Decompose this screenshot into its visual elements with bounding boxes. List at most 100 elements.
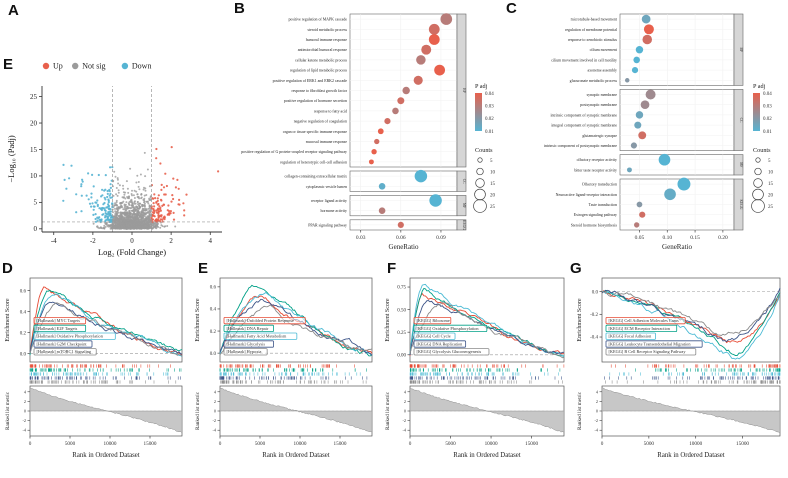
svg-text:4: 4	[24, 389, 27, 394]
svg-text:5: 5	[34, 199, 38, 207]
svg-text:Enrichment Score: Enrichment Score	[5, 298, 11, 341]
svg-text:Down: Down	[132, 62, 152, 71]
svg-text:5: 5	[768, 159, 771, 164]
svg-text:[KEGG] Focal Adhesion: [KEGG] Focal Adhesion	[609, 334, 653, 339]
svg-text:[Hallmark] mTORC1 Signaling: [Hallmark] mTORC1 Signaling	[37, 349, 92, 354]
svg-text:0.0: 0.0	[592, 290, 599, 295]
svg-text:-0.2: -0.2	[590, 313, 598, 318]
volcano-legend-swatch	[72, 62, 79, 70]
svg-text:[KEGG] Cell Cycle: [KEGG] Cell Cycle	[417, 334, 451, 339]
svg-text:MF: MF	[739, 162, 743, 167]
panel-label-c: C	[506, 0, 517, 17]
svg-text:glucuronate metabolic process: glucuronate metabolic process	[570, 79, 618, 83]
svg-text:-2: -2	[595, 418, 599, 423]
svg-text:10000: 10000	[294, 441, 307, 447]
svg-text:glutamatergic synapse: glutamatergic synapse	[582, 134, 617, 138]
svg-text:positive regulation of G prote: positive regulation of G protein-coupled…	[241, 150, 347, 154]
volcano-legend-swatch	[42, 62, 50, 70]
svg-text:2: 2	[404, 399, 406, 404]
svg-text:0.6: 0.6	[210, 286, 217, 291]
svg-text:10: 10	[490, 170, 496, 175]
svg-text:0.20: 0.20	[718, 235, 728, 241]
svg-text:5: 5	[490, 159, 493, 164]
svg-text:4: 4	[209, 237, 213, 245]
svg-text:0: 0	[29, 441, 32, 447]
svg-text:-4: -4	[595, 428, 599, 433]
svg-text:regulation of membrane potenti: regulation of membrane potential	[565, 28, 617, 32]
svg-text:cilium movement involved in ce: cilium movement involved in cell motilit…	[551, 58, 617, 62]
svg-text:0: 0	[596, 409, 598, 414]
svg-text:0.01: 0.01	[763, 130, 772, 135]
svg-text:hormone activity: hormone activity	[321, 209, 348, 213]
svg-text:receptor ligand activity: receptor ligand activity	[311, 199, 347, 203]
svg-text:0.0: 0.0	[20, 352, 27, 357]
svg-text:response to fatty acid: response to fatty acid	[314, 109, 347, 113]
svg-text:0.09: 0.09	[436, 235, 446, 241]
svg-text:0.04: 0.04	[763, 92, 772, 97]
svg-text:10: 10	[768, 170, 774, 175]
svg-text:0.10: 0.10	[662, 235, 672, 241]
svg-text:olfactory receptor activity: olfactory receptor activity	[577, 158, 617, 162]
svg-text:Up: Up	[53, 62, 63, 71]
svg-text:Neuroactive ligand-receptor in: Neuroactive ligand-receptor interaction	[556, 193, 617, 197]
svg-text:10000: 10000	[104, 441, 117, 447]
padj-colorbar	[753, 93, 760, 131]
svg-text:Ranked list metric: Ranked list metric	[5, 391, 11, 430]
svg-text:0: 0	[409, 441, 412, 447]
svg-text:Enrichment Score: Enrichment Score	[385, 298, 391, 341]
svg-text:positive regulation of ERK1 an: positive regulation of ERK1 and ERK2 cas…	[273, 79, 348, 83]
svg-text:0.02: 0.02	[485, 117, 494, 122]
svg-text:[Hallmark] DNA Repair: [Hallmark] DNA Repair	[227, 326, 269, 331]
svg-text:CC: CC	[739, 118, 743, 123]
svg-text:Estrogen signaling pathway: Estrogen signaling pathway	[574, 213, 617, 217]
svg-text:[KEGG] Cell Adhesion Molecules: [KEGG] Cell Adhesion Molecules Cams	[609, 318, 680, 323]
svg-text:KEGG: KEGG	[739, 200, 743, 210]
svg-text:−Log₁₀ (Padj): −Log₁₀ (Padj)	[6, 135, 16, 182]
svg-text:cellular ketone metabolic proc: cellular ketone metabolic process	[295, 58, 347, 62]
svg-text:integral component of synaptic: integral component of synaptic membrane	[551, 124, 617, 128]
svg-text:0.03: 0.03	[485, 104, 494, 109]
volcano-panel: Up Not sig Down -4 -2 0 2 4 0 5 10 15 20 25 Log₂ (Fold…	[6, 62, 222, 257]
svg-text:Steroid hormone biosynthesis: Steroid hormone biosynthesis	[571, 223, 618, 227]
svg-text:0.4: 0.4	[20, 310, 27, 315]
svg-text:2: 2	[214, 399, 216, 404]
svg-text:Rank in Ordered Dataset: Rank in Ordered Dataset	[262, 452, 329, 459]
svg-text:2: 2	[24, 399, 26, 404]
svg-text:[Hallmark] Unfolded Protein Re: [Hallmark] Unfolded Protein Response	[227, 318, 295, 323]
svg-text:Ranked list metric: Ranked list metric	[577, 391, 583, 430]
svg-text:response to xenobiotic stimulu: response to xenobiotic stimulus	[568, 38, 618, 42]
svg-text:15000: 15000	[334, 441, 347, 447]
svg-text:10000: 10000	[689, 441, 702, 447]
svg-text:axoneme assembly: axoneme assembly	[588, 69, 618, 73]
svg-text:5000: 5000	[644, 441, 655, 447]
panel-label-e: E	[198, 260, 209, 277]
go-dotplot-c-panel: microtubule-based movement regulation of …	[544, 13, 774, 251]
panel-label-a: A	[8, 2, 19, 19]
svg-text:15000: 15000	[525, 441, 538, 447]
svg-text:MF: MF	[462, 203, 466, 208]
svg-text:Counts: Counts	[753, 147, 771, 154]
svg-text:10000: 10000	[485, 441, 498, 447]
svg-text:0.05: 0.05	[635, 235, 645, 241]
svg-text:P adj: P adj	[475, 83, 488, 90]
svg-text:Rank in Ordered Dataset: Rank in Ordered Dataset	[657, 452, 724, 459]
svg-text:Ranked list metric: Ranked list metric	[195, 391, 201, 430]
svg-text:0: 0	[214, 409, 216, 414]
svg-text:0: 0	[34, 225, 38, 233]
svg-text:BP: BP	[739, 47, 743, 51]
svg-text:positive regulation of hormone: positive regulation of hormone secretion	[284, 99, 347, 103]
svg-text:Enrichment Score: Enrichment Score	[577, 298, 583, 341]
go-dotplot-b-panel: positive regulation of MAPK cascade stero…	[241, 13, 496, 251]
svg-text:Counts: Counts	[475, 147, 493, 154]
svg-text:-4: -4	[403, 428, 407, 433]
svg-text:intrinsic component of synapti: intrinsic component of synaptic membrane	[550, 113, 617, 117]
svg-text:-2: -2	[213, 418, 217, 423]
svg-text:negative regulation of coagula: negative regulation of coagulation	[294, 120, 347, 124]
svg-text:4: 4	[596, 389, 599, 394]
svg-text:[KEGG] Ribosome: [KEGG] Ribosome	[417, 318, 450, 323]
svg-text:regulation of heterotypic cell: regulation of heterotypic cell-cell adhe…	[280, 160, 347, 164]
panel-label-g: G	[570, 260, 582, 277]
svg-text:0: 0	[601, 441, 604, 447]
svg-text:15: 15	[490, 182, 496, 187]
